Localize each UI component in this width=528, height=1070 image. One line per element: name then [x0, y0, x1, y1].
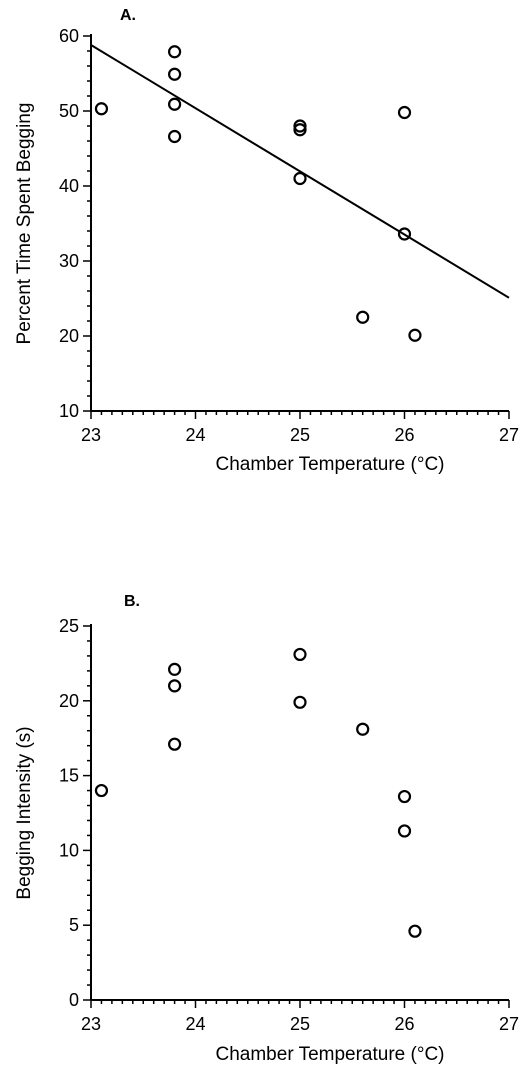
panel-b-x-axis-title: Chamber Temperature (°C): [216, 1044, 445, 1065]
panel-b-y-tick-label: 15: [59, 766, 79, 786]
panel-a-x-tick-label: 24: [185, 425, 205, 445]
panel-b-x-tick-label: 23: [81, 1014, 101, 1034]
panel-a-data-point: [168, 67, 182, 81]
panel-a-data-point: [168, 45, 182, 59]
panel-b-data-point: [293, 695, 307, 709]
panel-b-data-point: [397, 789, 412, 804]
panel-a-x-tick-label: 27: [499, 425, 519, 445]
panel-a-y-tick-label: 20: [59, 326, 79, 346]
panel-a-x-tick-label: 25: [290, 425, 310, 445]
panel-b-data-point: [168, 679, 182, 693]
panel-b: 0 5 10 15 20 25 23 24 25 26 27 Chamber Temperature …: [14, 593, 519, 1065]
panel-b-y-tick-label: 5: [69, 915, 79, 935]
panel-b-data-point: [408, 924, 422, 938]
panel-b-data-point: [397, 824, 412, 838]
panel-b-x-tick-label: 26: [394, 1014, 414, 1034]
panel-a-regression-line: [90, 44, 510, 299]
panel-b-y-axis-title: Begging Intensity (s): [14, 726, 35, 899]
panel-b-data-point: [356, 722, 370, 736]
panel-a-x-tick-label: 26: [394, 425, 414, 445]
panel-b-x-tick-label: 25: [290, 1014, 310, 1034]
panel-a-data-point: [293, 171, 307, 186]
panel-a: 10 20 30 40 50 60 23 24 25 26 27 Chamber Temperatur…: [14, 7, 519, 475]
panel-a-y-tick-label: 10: [59, 401, 79, 421]
panel-a-data-point: [293, 119, 307, 133]
panel-b-data-point: [168, 737, 182, 751]
panel-a-y-axis-title: Percent Time Spent Begging: [14, 103, 35, 345]
panel-b-x-tick-label: 27: [499, 1014, 519, 1034]
panel-b-y-tick-label: 25: [59, 616, 79, 636]
panel-b-y-tick-label: 20: [59, 691, 79, 711]
panel-b-data-point: [94, 783, 109, 798]
panel-a-data-point: [397, 227, 412, 241]
panel-b-x-tick-label: 24: [185, 1014, 205, 1034]
panel-a-data-point: [408, 328, 422, 342]
panel-a-label: A.: [120, 7, 136, 24]
panel-a-y-tick-label: 60: [59, 26, 79, 46]
panel-a-data-point: [168, 129, 182, 144]
panel-a-y-tick-label: 50: [59, 101, 79, 121]
panel-b-y-tick-label: 10: [59, 840, 79, 860]
panel-a-data-point: [397, 105, 412, 120]
panel-a-y-tick-label: 30: [59, 251, 79, 271]
panel-a-data-point: [293, 123, 307, 137]
panel-a-x-axis-title: Chamber Temperature (°C): [216, 454, 445, 475]
panel-b-label: B.: [124, 593, 140, 610]
panel-a-data-point: [356, 310, 370, 324]
panel-b-data-point: [168, 662, 182, 676]
panel-a-data-point: [94, 102, 109, 116]
panel-a-y-tick-label: 40: [59, 176, 79, 196]
panel-a-x-tick-label: 23: [81, 425, 101, 445]
panel-a-data-point: [168, 97, 182, 111]
panel-b-y-tick-label: 0: [69, 990, 79, 1010]
panel-b-data-point: [293, 647, 307, 662]
